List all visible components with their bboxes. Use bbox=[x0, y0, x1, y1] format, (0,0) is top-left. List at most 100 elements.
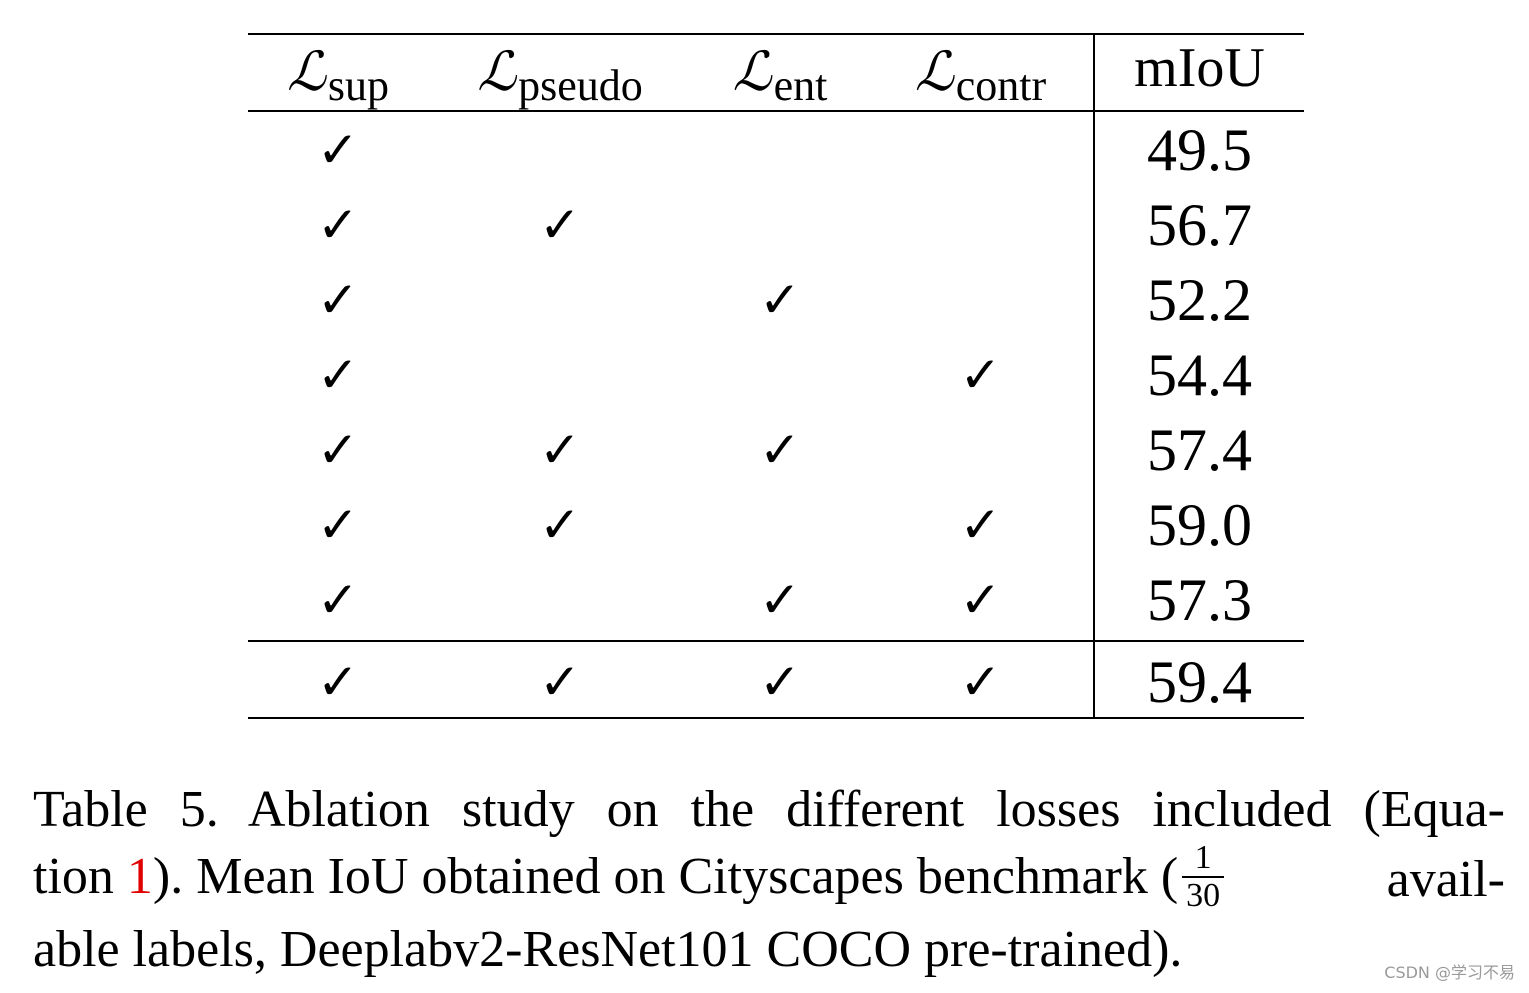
checkmark-icon: ✓ bbox=[959, 495, 1002, 554]
checkmark-icon: ✓ bbox=[539, 495, 581, 554]
check-cell: ✓ bbox=[248, 112, 428, 187]
loss-symbol: ℒ bbox=[732, 39, 772, 103]
check-cell: ✓ bbox=[428, 187, 692, 262]
check-cell: ✓ bbox=[248, 337, 428, 412]
caption-text: tion bbox=[33, 847, 127, 905]
checkmark-icon: ✓ bbox=[317, 570, 359, 629]
caption-line-2: tion 1). Mean IoU obtained on Cityscapes… bbox=[33, 840, 1505, 918]
miou-value: 57.4 bbox=[1147, 416, 1252, 483]
miou-cell: 57.4 bbox=[1095, 412, 1304, 487]
equation-reference-link[interactable]: 1 bbox=[126, 847, 153, 905]
checkmark-icon: ✓ bbox=[317, 495, 359, 554]
header-rule bbox=[248, 110, 1304, 112]
check-cell bbox=[428, 337, 692, 412]
top-rule bbox=[248, 33, 1304, 35]
table-row: ✓ ✓ ✓ 57.3 bbox=[248, 562, 1304, 637]
caption-text: ). Mean IoU obtained on Cityscapes bench… bbox=[152, 847, 1179, 905]
check-cell: ✓ bbox=[428, 412, 692, 487]
miou-cell: 49.5 bbox=[1095, 112, 1304, 187]
check-cell bbox=[868, 187, 1093, 262]
table-row: ✓ 49.5 bbox=[248, 112, 1304, 187]
check-cell: ✓ bbox=[868, 562, 1093, 637]
loss-symbol: ℒ bbox=[477, 39, 517, 103]
checkmark-icon: ✓ bbox=[539, 652, 581, 711]
table-row: ✓ ✓ ✓ ✓ 59.4 bbox=[248, 644, 1304, 719]
checkmark-icon: ✓ bbox=[317, 420, 359, 479]
checkmark-icon: ✓ bbox=[539, 420, 581, 479]
checkmark-icon: ✓ bbox=[759, 570, 801, 629]
check-cell bbox=[868, 262, 1093, 337]
miou-value: 59.4 bbox=[1147, 648, 1252, 715]
table-caption: Table 5. Ablation study on the different… bbox=[33, 775, 1505, 985]
miou-value: 59.0 bbox=[1147, 491, 1252, 558]
fraction-numerator: 1 bbox=[1182, 840, 1225, 879]
loss-subscript: contr bbox=[955, 61, 1047, 110]
check-cell: ✓ bbox=[692, 412, 868, 487]
miou-value: 52.2 bbox=[1147, 266, 1252, 333]
bottom-rule bbox=[248, 717, 1304, 719]
check-cell: ✓ bbox=[248, 187, 428, 262]
miou-value: 56.7 bbox=[1147, 191, 1252, 258]
loss-subscript: pseudo bbox=[518, 61, 643, 110]
watermark: CSDN @学习不易 bbox=[1384, 963, 1515, 982]
checkmark-icon: ✓ bbox=[317, 652, 359, 711]
checkmark-icon: ✓ bbox=[959, 652, 1002, 711]
miou-cell: 54.4 bbox=[1095, 337, 1304, 412]
final-row-rule bbox=[248, 640, 1304, 642]
checkmark-icon: ✓ bbox=[759, 270, 801, 329]
miou-value: 57.3 bbox=[1147, 566, 1252, 633]
check-cell: ✓ bbox=[248, 412, 428, 487]
checkmark-icon: ✓ bbox=[539, 195, 581, 254]
fraction-denominator: 30 bbox=[1186, 877, 1221, 915]
check-cell bbox=[692, 487, 868, 562]
check-cell: ✓ bbox=[428, 644, 692, 719]
check-cell: ✓ bbox=[868, 487, 1093, 562]
check-cell bbox=[428, 262, 692, 337]
metric-header: mIoU bbox=[1134, 36, 1265, 99]
miou-cell: 59.0 bbox=[1095, 487, 1304, 562]
miou-cell: 56.7 bbox=[1095, 187, 1304, 262]
check-cell: ✓ bbox=[692, 644, 868, 719]
miou-value: 54.4 bbox=[1147, 341, 1252, 408]
check-cell: ✓ bbox=[868, 644, 1093, 719]
checkmark-icon: ✓ bbox=[959, 570, 1002, 629]
checkmark-icon: ✓ bbox=[317, 120, 359, 179]
check-cell: ✓ bbox=[428, 487, 692, 562]
check-cell bbox=[428, 112, 692, 187]
caption-line-2-start: tion 1). Mean IoU obtained on Cityscapes… bbox=[33, 840, 1228, 918]
check-cell: ✓ bbox=[248, 487, 428, 562]
check-cell: ✓ bbox=[868, 337, 1093, 412]
check-cell: ✓ bbox=[692, 262, 868, 337]
caption-line-2-end: avail- bbox=[1386, 851, 1505, 908]
fraction: 1 30 bbox=[1182, 840, 1225, 915]
checkmark-icon: ✓ bbox=[317, 345, 359, 404]
loss-subscript: sup bbox=[327, 61, 390, 110]
table-row: ✓ ✓ 54.4 bbox=[248, 337, 1304, 412]
caption-line-3: able labels, Deeplabv2-ResNet101 COCO pr… bbox=[33, 921, 1183, 978]
table-row: ✓ ✓ 56.7 bbox=[248, 187, 1304, 262]
loss-symbol: ℒ bbox=[286, 39, 326, 103]
table-row: ✓ ✓ 52.2 bbox=[248, 262, 1304, 337]
caption-line-1: Table 5. Ablation study on the different… bbox=[33, 781, 1505, 838]
loss-subscript: ent bbox=[773, 61, 828, 110]
check-cell bbox=[868, 112, 1093, 187]
table-row: ✓ ✓ ✓ 57.4 bbox=[248, 412, 1304, 487]
check-cell bbox=[692, 337, 868, 412]
check-cell: ✓ bbox=[692, 562, 868, 637]
miou-cell: 59.4 bbox=[1095, 644, 1304, 719]
checkmark-icon: ✓ bbox=[759, 420, 801, 479]
column-divider bbox=[1093, 33, 1095, 719]
miou-cell: 57.3 bbox=[1095, 562, 1304, 637]
check-cell: ✓ bbox=[248, 644, 428, 719]
check-cell bbox=[692, 187, 868, 262]
miou-cell: 52.2 bbox=[1095, 262, 1304, 337]
loss-symbol: ℒ bbox=[914, 39, 954, 103]
check-cell: ✓ bbox=[248, 562, 428, 637]
check-cell bbox=[428, 562, 692, 637]
checkmark-icon: ✓ bbox=[959, 345, 1002, 404]
miou-value: 49.5 bbox=[1147, 116, 1252, 183]
